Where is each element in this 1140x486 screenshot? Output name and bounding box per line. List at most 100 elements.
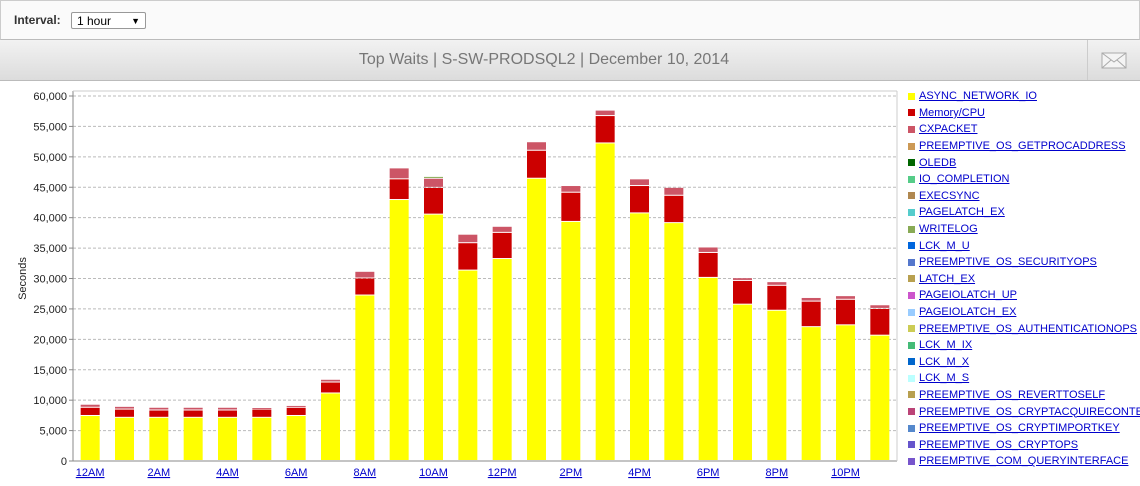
legend-link[interactable]: PREEMPTIVE_OS_REVERTTOSELF (919, 388, 1106, 401)
interval-select[interactable]: 1 hour ▼ (71, 12, 146, 29)
bar-segment (458, 243, 478, 270)
legend-item[interactable]: EXECSYNC (908, 188, 1140, 205)
legend-item[interactable]: PREEMPTIVE_OS_AUTHENTICATIONOPS (908, 320, 1140, 337)
legend-item[interactable]: PAGELATCH_EX (908, 204, 1140, 221)
legend-link[interactable]: ASYNC_NETWORK_IO (919, 90, 1037, 103)
legend-link[interactable]: PAGEIOLATCH_UP (919, 289, 1018, 302)
bar-segment (870, 305, 890, 308)
legend-item[interactable]: IO_COMPLETION (908, 171, 1140, 188)
legend-item[interactable]: PREEMPTIVE_COM_QUERYINTERFACE (908, 453, 1140, 470)
bar-segment (561, 186, 581, 192)
legend-link[interactable]: PREEMPTIVE_OS_CRYPTACQUIRECONTEX (919, 405, 1140, 418)
x-tick-label[interactable]: 6PM (697, 467, 720, 479)
legend-swatch (908, 242, 915, 250)
chart: 0 5,000 10,000 15,000 20,000 25,000 30,000 35,0… (17, 90, 898, 479)
legend-link[interactable]: WRITELOG (919, 223, 978, 236)
bar-segment (527, 178, 546, 460)
legend-item[interactable]: LCK_M_S (908, 370, 1140, 387)
legend-link[interactable]: PAGELATCH_EX (919, 206, 1005, 219)
legend-swatch (908, 258, 915, 266)
bar-segment (836, 296, 855, 299)
legend-item[interactable]: ASYNC_NETWORK_IO (908, 88, 1140, 105)
legend-item[interactable]: PREEMPTIVE_OS_GETPROCADDRESS (908, 138, 1140, 155)
bar-segment (183, 410, 203, 417)
x-tick-label[interactable]: 10AM (419, 467, 448, 479)
legend-link[interactable]: PREEMPTIVE_OS_SECURITYOPS (919, 256, 1097, 269)
email-button[interactable] (1087, 40, 1140, 80)
bar-segment (698, 252, 718, 277)
legend-swatch (908, 341, 915, 349)
legend-link[interactable]: IO_COMPLETION (919, 173, 1010, 186)
x-tick-label[interactable]: 8AM (354, 467, 377, 479)
x-tick-label[interactable]: 8PM (766, 467, 789, 479)
legend-item[interactable]: WRITELOG (908, 221, 1140, 238)
bar-segment (595, 110, 615, 116)
bar-segment (286, 405, 306, 407)
legend-link[interactable]: LCK_M_X (919, 355, 970, 368)
legend-link[interactable]: LCK_M_IX (919, 339, 973, 352)
bar-segment (149, 410, 169, 417)
bar-segment (115, 406, 134, 409)
legend-link[interactable]: OLEDB (919, 156, 957, 169)
legend-swatch (908, 159, 915, 167)
bar-segment (767, 285, 787, 310)
legend-item[interactable]: PREEMPTIVE_OS_CRYPTOPS (908, 436, 1140, 453)
legend-item[interactable]: PREEMPTIVE_OS_CRYPTIMPORTKEY (908, 420, 1140, 437)
x-tick-label[interactable]: 6AM (285, 467, 308, 479)
bar-segment (870, 308, 890, 335)
legend-item[interactable]: LCK_M_X (908, 354, 1140, 371)
legend-item[interactable]: Memory/CPU (908, 105, 1140, 122)
bar-segment (767, 282, 787, 285)
legend-item[interactable]: LCK_M_IX (908, 337, 1140, 354)
bar-segment (252, 409, 272, 417)
legend-item[interactable]: PREEMPTIVE_OS_CRYPTACQUIRECONTEX (908, 403, 1140, 420)
bar-segment (595, 116, 615, 143)
legend-link[interactable]: PREEMPTIVE_OS_AUTHENTICATIONOPS (919, 322, 1138, 335)
x-tick-label[interactable]: 2AM (148, 467, 171, 479)
legend-item[interactable]: PAGEIOLATCH_EX (908, 304, 1140, 321)
legend: ASYNC_NETWORK_IO Memory/CPU CXPACKET PREEMP… (908, 88, 1140, 470)
legend-swatch (908, 92, 915, 100)
legend-item[interactable]: LATCH_EX (908, 271, 1140, 288)
legend-link[interactable]: LCK_M_U (919, 239, 970, 252)
bar-segment (630, 179, 649, 186)
bar-segment (801, 327, 821, 460)
bar-segment (527, 150, 546, 178)
legend-swatch (908, 275, 915, 283)
legend-link[interactable]: EXECSYNC (919, 189, 980, 202)
x-tick-label[interactable]: 10PM (831, 467, 860, 479)
legend-link[interactable]: PREEMPTIVE_OS_CRYPTIMPORTKEY (919, 422, 1120, 435)
legend-link[interactable]: Memory/CPU (919, 106, 986, 119)
legend-link[interactable]: LCK_M_S (919, 372, 970, 385)
legend-link[interactable]: LATCH_EX (919, 272, 976, 285)
x-tick-label[interactable]: 12PM (488, 467, 517, 479)
legend-item[interactable]: CXPACKET (908, 121, 1140, 138)
x-tick-label[interactable]: 2PM (560, 467, 583, 479)
bar-segment (561, 192, 581, 221)
bar-segment (595, 143, 615, 460)
legend-item[interactable]: OLEDB (908, 154, 1140, 171)
legend-link[interactable]: PAGEIOLATCH_EX (919, 306, 1017, 319)
bar-segment (424, 187, 443, 214)
x-tick-label[interactable]: 4PM (628, 467, 651, 479)
bar-segment (664, 187, 684, 195)
bar-segment (355, 271, 375, 278)
legend-item[interactable]: PAGEIOLATCH_UP (908, 287, 1140, 304)
y-tick-label: 20,000 (33, 334, 67, 346)
legend-swatch (908, 325, 915, 333)
legend-link[interactable]: CXPACKET (919, 123, 978, 136)
bar-segment (355, 295, 375, 460)
bar-segment (389, 179, 409, 200)
legend-link[interactable]: PREEMPTIVE_OS_GETPROCADDRESS (919, 140, 1126, 153)
legend-link[interactable]: PREEMPTIVE_COM_QUERYINTERFACE (919, 455, 1129, 468)
y-axis-label: Seconds (17, 257, 29, 300)
bar-segment (424, 176, 443, 178)
x-tick-label[interactable]: 12AM (76, 467, 105, 479)
legend-item[interactable]: PREEMPTIVE_OS_REVERTTOSELF (908, 387, 1140, 404)
legend-item[interactable]: PREEMPTIVE_OS_SECURITYOPS (908, 254, 1140, 271)
x-tick-label[interactable]: 4AM (216, 467, 239, 479)
y-tick-label: 25,000 (33, 304, 67, 316)
y-tick-label: 45,000 (33, 182, 67, 194)
legend-item[interactable]: LCK_M_U (908, 237, 1140, 254)
legend-link[interactable]: PREEMPTIVE_OS_CRYPTOPS (919, 438, 1079, 451)
